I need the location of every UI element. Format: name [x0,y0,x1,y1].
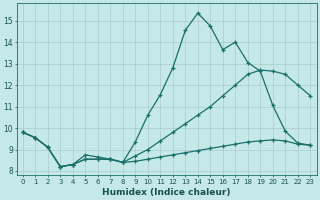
X-axis label: Humidex (Indice chaleur): Humidex (Indice chaleur) [102,188,231,197]
